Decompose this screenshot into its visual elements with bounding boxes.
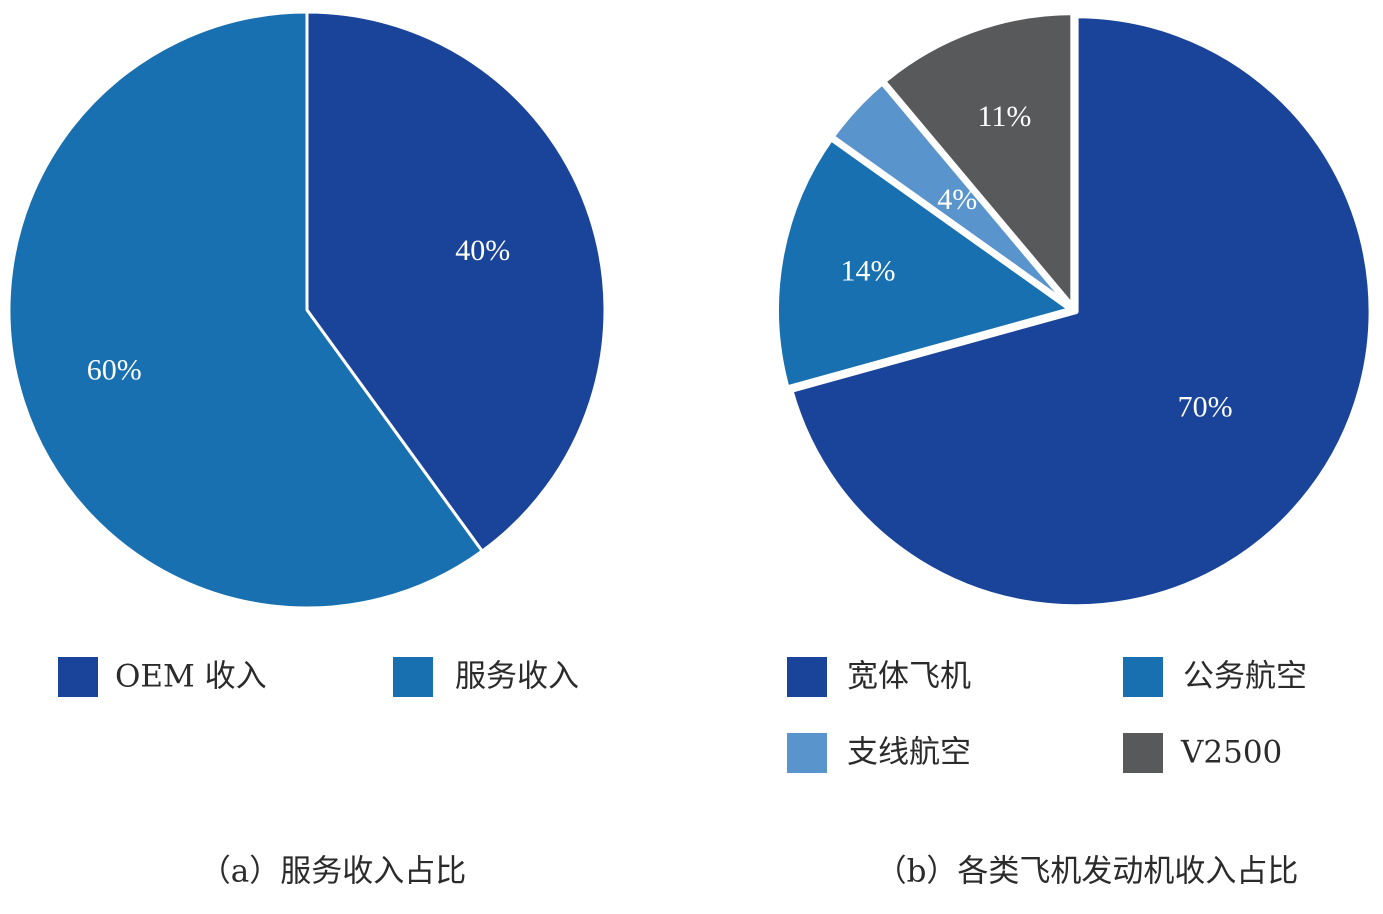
- pie-slice-business-aviation: [773, 134, 1076, 392]
- caption-b: （b）各类飞机发动机收入占比: [876, 854, 1299, 890]
- legend-label-widebody: 宽体飞机: [847, 659, 971, 695]
- pie-slice-oem: [305, 10, 607, 553]
- legend-label-business-aviation: 公务航空: [1183, 659, 1307, 695]
- slice-label-regional-aviation: 4%: [937, 183, 977, 216]
- slice-label-widebody: 70%: [1178, 391, 1233, 424]
- legend-a: OEM 收入 服务收入: [58, 657, 579, 697]
- pie-chart-a: 40% 60% OEM 收入 服务收入 （a）服务收入占比: [7, 10, 607, 890]
- pie-slices-b: [773, 9, 1375, 611]
- pie-chart-b: 70% 14% 4% 11% 宽体飞机 公务航空 支线航空 V2500 （b）各…: [773, 9, 1375, 890]
- legend-swatch-regional-aviation: [787, 733, 827, 773]
- legend-swatch-oem: [58, 657, 98, 697]
- legend-label-service: 服务收入: [455, 659, 579, 695]
- pie-slice-widebody: [787, 12, 1375, 611]
- pie-labels-a: 40% 60%: [87, 234, 510, 387]
- pie-slices-a: [7, 10, 607, 610]
- pie-slice-v2500: [880, 9, 1077, 312]
- slice-label-oem: 40%: [455, 234, 510, 267]
- legend-swatch-business-aviation: [1123, 657, 1163, 697]
- caption-a: （a）服务收入占比: [200, 854, 466, 890]
- legend-swatch-widebody: [787, 657, 827, 697]
- legend-label-oem: OEM 收入: [115, 659, 267, 695]
- legend-label-regional-aviation: 支线航空: [847, 735, 971, 771]
- slice-label-business-aviation: 14%: [840, 255, 895, 288]
- legend-swatch-v2500: [1123, 733, 1163, 773]
- pie-slice-service: [7, 10, 484, 610]
- slice-label-service: 60%: [87, 354, 142, 387]
- legend-swatch-service: [393, 657, 433, 697]
- legend-label-v2500: V2500: [1180, 735, 1282, 771]
- legend-b: 宽体飞机 公务航空 支线航空 V2500: [787, 657, 1307, 773]
- slice-label-v2500: 11%: [978, 100, 1032, 133]
- pie-labels-b: 70% 14% 4% 11%: [840, 100, 1232, 424]
